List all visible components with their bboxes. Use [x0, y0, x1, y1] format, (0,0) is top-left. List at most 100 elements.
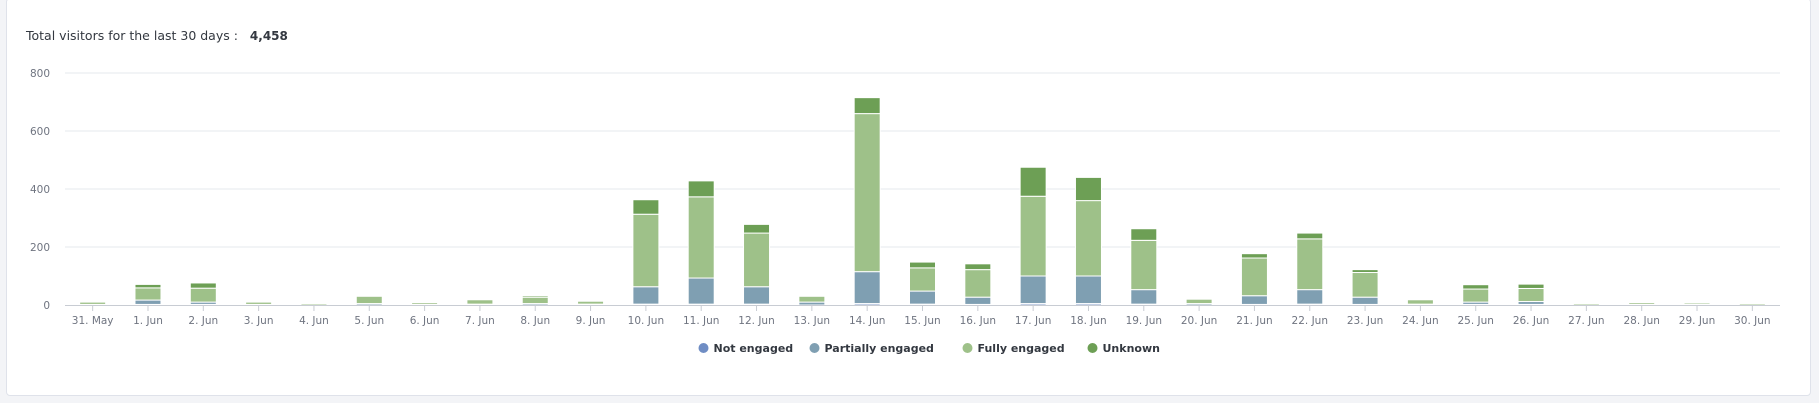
bar-segment[interactable] [687, 277, 715, 305]
x-tick-label: 15. Jun [904, 315, 940, 327]
bar-segment[interactable] [1738, 303, 1766, 306]
bar-segment[interactable] [1517, 283, 1545, 289]
bar-segment[interactable] [1240, 253, 1268, 259]
legend-marker[interactable] [698, 343, 709, 353]
x-tick-label: 6. Jun [410, 315, 440, 327]
bar-segment[interactable] [1296, 238, 1324, 291]
bar-segment[interactable] [134, 287, 162, 301]
bar-segment[interactable] [1351, 269, 1379, 274]
x-tick-label: 20. Jun [1181, 315, 1217, 327]
bar-segment[interactable] [909, 261, 936, 269]
bar-segment[interactable] [798, 295, 826, 303]
bar-segment[interactable] [909, 290, 936, 305]
bar-segment[interactable] [1240, 295, 1268, 305]
bar-segment[interactable] [632, 213, 660, 288]
bar-segment[interactable] [853, 113, 881, 273]
bar-segment[interactable] [1351, 296, 1379, 305]
bar-segment[interactable] [853, 271, 881, 305]
x-tick-label: 23. Jun [1347, 315, 1383, 327]
bar-segment[interactable] [1683, 302, 1711, 305]
legend-marker[interactable] [809, 343, 820, 353]
legend-item[interactable]: Partially engaged [825, 342, 934, 355]
bar-segment[interactable] [632, 286, 660, 305]
x-tick-label: 10. Jun [628, 315, 664, 327]
x-tick-label: 8. Jun [520, 315, 550, 327]
bar-segment[interactable] [1572, 303, 1600, 306]
y-tick-label: 0 [43, 300, 50, 312]
bar-segment[interactable] [1130, 228, 1158, 241]
legend-item[interactable]: Not engaged [714, 342, 794, 355]
bar-segment[interactable] [189, 282, 217, 289]
bar-segment[interactable] [964, 263, 992, 271]
summary-label: Total visitors for the last 30 days : [26, 28, 238, 43]
bar-segment[interactable] [964, 269, 992, 298]
chart-panel [6, 0, 1811, 396]
x-axis [65, 305, 1780, 311]
legend-item[interactable]: Fully engaged [978, 342, 1065, 355]
bar-segment[interactable] [964, 296, 992, 305]
bar-segment[interactable] [1517, 287, 1545, 303]
bar-segment[interactable] [189, 287, 217, 303]
bar-segment[interactable] [1240, 257, 1268, 297]
bar-segment[interactable] [134, 283, 162, 289]
x-tick-label: 19. Jun [1126, 315, 1162, 327]
x-tick-label: 13. Jun [794, 315, 830, 327]
bar-segment[interactable] [411, 302, 439, 305]
legend-marker[interactable] [962, 343, 973, 353]
bar-segment[interactable] [1019, 195, 1047, 277]
bar-segment[interactable] [1019, 166, 1047, 197]
x-tick-label: 27. Jun [1568, 315, 1604, 327]
y-tick-label: 200 [30, 242, 50, 254]
bar-segment[interactable] [1074, 275, 1102, 305]
bar-segment[interactable] [1462, 288, 1490, 303]
bar-segment[interactable] [577, 300, 605, 305]
x-tick-label: 25. Jun [1457, 315, 1493, 327]
bar-segment[interactable] [134, 299, 162, 305]
summary-value: 4,458 [249, 29, 288, 43]
x-tick-label: 9. Jun [576, 315, 606, 327]
bar-segment[interactable] [300, 303, 328, 306]
bar-segment[interactable] [1074, 200, 1102, 277]
bar-segment[interactable] [1406, 299, 1434, 305]
x-tick-label: 16. Jun [960, 315, 996, 327]
bar-segment[interactable] [466, 299, 494, 305]
bar-segment[interactable] [1130, 239, 1158, 291]
grid-lines [65, 72, 1780, 248]
bar-segment[interactable] [79, 301, 107, 305]
bar-segment[interactable] [521, 295, 549, 298]
x-tick-label: 12. Jun [738, 315, 774, 327]
bar-segment[interactable] [1074, 176, 1102, 202]
bar-segment[interactable] [1130, 289, 1158, 305]
bar-segment[interactable] [1628, 302, 1656, 305]
y-tick-label: 800 [30, 68, 50, 80]
bar-segment[interactable] [853, 97, 881, 115]
bar-segment[interactable] [1185, 298, 1213, 305]
bar-segment[interactable] [1351, 272, 1379, 298]
legend-item[interactable]: Unknown [1103, 342, 1160, 355]
bar-segment[interactable] [687, 180, 715, 198]
bar-segment[interactable] [632, 199, 660, 215]
bar-segment[interactable] [521, 296, 549, 305]
x-tick-label: 28. Jun [1623, 315, 1659, 327]
bar-segment[interactable] [687, 196, 715, 279]
x-tick-label: 17. Jun [1015, 315, 1051, 327]
x-tick-label: 5. Jun [354, 315, 384, 327]
x-tick-label: 3. Jun [244, 315, 274, 327]
bar-segment[interactable] [1019, 275, 1047, 305]
bar-segment[interactable] [743, 286, 771, 305]
x-tick-label: 26. Jun [1513, 315, 1549, 327]
bar-segment[interactable] [245, 301, 273, 305]
bar-segment[interactable] [743, 232, 771, 288]
bar-segment[interactable] [1462, 284, 1490, 290]
legend: Not engaged Partially engaged Fully engage… [698, 342, 1160, 355]
bar-segment[interactable] [1296, 232, 1324, 240]
bar-segment[interactable] [355, 295, 383, 305]
x-tick-label: 24. Jun [1402, 315, 1438, 327]
legend-marker[interactable] [1087, 343, 1098, 353]
bar-segment[interactable] [743, 223, 771, 234]
x-tick-label: 18. Jun [1070, 315, 1106, 327]
x-tick-label: 11. Jun [683, 315, 719, 327]
bar-segment[interactable] [909, 267, 936, 292]
bar-segment[interactable] [1296, 289, 1324, 305]
